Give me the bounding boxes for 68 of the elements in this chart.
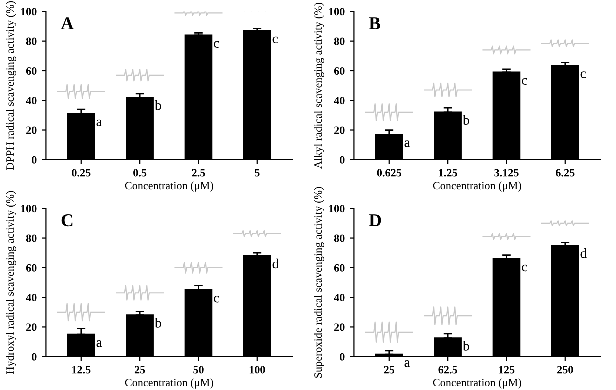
annotation: a [96,120,102,127]
y-tick-label: 100 [21,8,37,16]
y-tick-label: 20 [26,324,37,332]
annotation: a [404,360,410,368]
x-tick-label: 12.5 [72,366,91,374]
x-tick-label: 25 [134,366,146,374]
chart-title: A [61,18,74,30]
x-tick-label: 25 [384,366,395,374]
y-tick-label: 20 [334,126,345,134]
annotation: d [580,248,588,258]
x-tick-label: 50 [194,366,204,374]
x-tick-label: 6.25 [556,169,575,177]
y-axis-title: Superoxide radical scavenging activity (%) [314,187,324,378]
chart-title: B [369,18,381,30]
x-tick-label: 100 [250,366,266,374]
chart-title: D [369,214,382,226]
y-tick-label: 80 [26,234,37,242]
y-tick-label: 0 [340,353,345,361]
y-tick-label: 60 [334,67,345,75]
annotation: c [214,296,220,303]
annotation: a [96,340,102,348]
x-tick-label: 0.25 [72,169,91,177]
y-tick-label: 100 [329,205,345,213]
annotation: b [462,115,470,126]
y-tick-label: 100 [329,8,345,16]
y-axis-title: Hydroxyl radical scavenging activity (%) [6,191,16,374]
annotation: c [214,41,220,48]
y-tick-label: 40 [334,294,345,302]
x-tick-label: 125 [499,366,515,374]
x-tick-label: 1.25 [439,169,458,177]
y-tick-label: 20 [26,126,37,134]
x-tick-label: 2.5 [192,169,206,177]
chart-title: C [62,214,73,227]
x-axis-title: Concentration (μM) [433,182,522,192]
x-axis-title: Concentration (μM) [125,182,214,192]
annotation: b [154,100,162,110]
annotation: c [522,78,528,86]
x-tick-label: 250 [558,366,574,374]
y-tick-label: 40 [26,97,37,105]
y-tick-label: 0 [32,156,37,164]
y-tick-label: 80 [26,38,37,46]
x-tick-label: 3.125 [494,169,519,177]
y-tick-label: 20 [334,324,345,332]
y-tick-label: 80 [334,234,345,242]
x-axis-title: Concentration (μM) [125,378,214,389]
annotation: c [580,72,586,78]
annotation: a [404,140,410,148]
annotation: b [462,341,470,351]
y-tick-label: 60 [334,264,345,272]
x-tick-label: 62.5 [438,366,458,374]
y-axis-title: DPPH radical scavenging activity (%) [6,1,16,170]
x-tick-label: 0.625 [377,169,402,177]
x-tick-label: 5 [255,169,260,177]
y-tick-label: 60 [26,264,37,272]
x-axis-title: Concentration (μM) [433,378,522,389]
y-tick-label: 80 [334,38,345,46]
x-tick-label: 0.5 [134,169,147,177]
y-tick-label: 60 [26,67,37,75]
annotation: b [154,318,162,328]
y-tick-label: 40 [334,97,345,105]
y-tick-label: 100 [21,205,37,213]
y-tick-label: 0 [340,156,345,164]
y-axis-title: Alkyl radical scavenging activity (%) [314,2,324,169]
annotation: d [272,258,280,269]
y-tick-label: 0 [32,353,37,361]
annotation: c [522,264,528,272]
y-tick-label: 40 [26,294,37,302]
annotation: c [272,36,278,44]
